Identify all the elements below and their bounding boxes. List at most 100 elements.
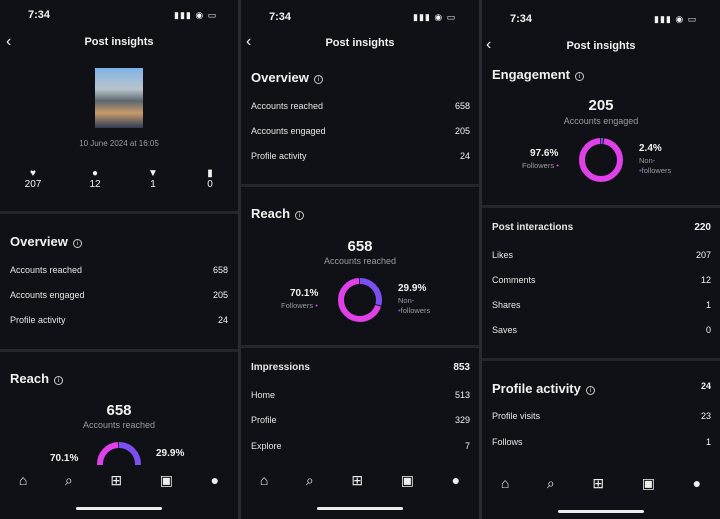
status-time: 7:34 (28, 9, 51, 21)
back-icon[interactable]: ‹ (246, 33, 252, 50)
home-indicator[interactable] (558, 510, 644, 513)
row-value: 658 (454, 101, 470, 111)
row-value: 513 (454, 390, 470, 400)
row-value: 1 (705, 437, 711, 447)
create-icon[interactable]: ⊞ (110, 471, 123, 488)
row-value: 12 (700, 275, 711, 285)
profile-activity-title: Profile activity i (492, 381, 595, 396)
saves-count: 0 (207, 179, 213, 190)
saves-stat: ▮ 0 (207, 168, 213, 190)
info-icon[interactable]: i (575, 72, 585, 81)
engagement-label: Accounts engaged (563, 116, 639, 126)
profile-icon[interactable]: ● (451, 472, 461, 488)
back-icon[interactable]: ‹ (486, 36, 492, 53)
bottom-nav: ⌂ ⌕ ⊞ ▣ ● (0, 465, 238, 495)
screen-2: 7:34 ▮▮▮ ◉ ▭ ‹ Post insights Overview i A… (241, 0, 479, 519)
divider (482, 358, 720, 361)
info-icon[interactable]: i (72, 239, 82, 248)
home-icon[interactable]: ⌂ (500, 475, 510, 491)
bottom-nav: ⌂ ⌕ ⊞ ▣ ● (241, 465, 479, 495)
reach-donut (338, 278, 382, 322)
shares-count: 1 (150, 179, 156, 190)
row-value: 207 (695, 250, 711, 260)
divider (482, 205, 720, 208)
non-followers-segment (97, 442, 141, 486)
row-value: 0 (705, 325, 711, 335)
reels-icon[interactable]: ▣ (400, 471, 415, 488)
followers-pct: 70.1% (50, 453, 79, 464)
search-icon[interactable]: ⌕ (64, 471, 73, 488)
profile-icon[interactable]: ● (692, 475, 702, 491)
overview-title: Overview i (10, 234, 82, 249)
followers-legend: Followers • (281, 301, 318, 310)
info-icon[interactable]: i (54, 376, 64, 385)
followers-segment (579, 138, 623, 182)
engagement-total: 205 (588, 97, 614, 114)
row-label: Accounts reached (10, 265, 83, 275)
followers-pct: 97.6% (530, 148, 559, 159)
reach-total: 658 (347, 238, 373, 255)
info-icon[interactable]: i (295, 211, 305, 220)
followers-legend: Followers • (522, 161, 559, 170)
divider (0, 211, 238, 214)
share-icon: ▼ (148, 168, 158, 179)
search-icon[interactable]: ⌕ (546, 474, 555, 491)
reach-total: 658 (106, 402, 132, 419)
search-icon[interactable]: ⌕ (305, 471, 314, 488)
non-followers-pct: 29.9% (156, 448, 185, 459)
interactions-total: 220 (694, 222, 711, 233)
row-label: Explore (251, 441, 282, 451)
info-icon[interactable]: i (585, 386, 595, 395)
row-value: 1 (705, 300, 711, 310)
screen-1: 7:34 ▮▮▮ ◉ ▭ ‹ Post insights 10 June 202… (0, 0, 238, 519)
row-label: Follows (492, 437, 523, 447)
row-value: 7 (464, 441, 470, 451)
row-value: 24 (459, 151, 470, 161)
reels-icon[interactable]: ▣ (159, 471, 174, 488)
status-time: 7:34 (269, 11, 292, 23)
comments-stat: ● 12 (89, 168, 100, 190)
home-indicator[interactable] (317, 507, 403, 510)
profile-activity-total: 24 (700, 381, 711, 391)
screen-3: 7:34 ▮▮▮ ◉ ▭ ‹ Post insights Engagement i… (482, 0, 720, 519)
non-followers-legend: Non- •followers (398, 296, 431, 315)
profile-icon[interactable]: ● (210, 472, 220, 488)
info-icon[interactable]: i (313, 75, 323, 84)
overview-title: Overview i (251, 70, 323, 85)
divider (0, 349, 238, 352)
row-value: 329 (454, 415, 470, 425)
engagement-donut (579, 138, 623, 182)
row-value: 205 (454, 126, 470, 136)
home-icon[interactable]: ⌂ (259, 472, 269, 488)
divider (241, 345, 479, 348)
non-followers-segment (579, 138, 623, 182)
reels-icon[interactable]: ▣ (641, 474, 656, 491)
comments-count: 12 (89, 179, 101, 190)
non-followers-pct: 29.9% (398, 283, 427, 294)
row-label: Home (251, 390, 276, 400)
post-thumbnail[interactable] (95, 68, 143, 128)
row-label: Accounts engaged (10, 290, 85, 300)
create-icon[interactable]: ⊞ (351, 471, 364, 488)
row-value: 205 (212, 290, 228, 300)
status-time: 7:34 (510, 13, 533, 25)
heart-icon: ♥ (30, 168, 36, 179)
reach-title: Reach i (251, 206, 305, 221)
home-indicator[interactable] (76, 507, 162, 510)
page-title: Post insights (84, 36, 154, 48)
bottom-nav: ⌂ ⌕ ⊞ ▣ ● (482, 468, 720, 498)
row-value: 23 (700, 411, 711, 421)
impressions-total: 853 (453, 362, 470, 373)
row-label: Accounts reached (251, 101, 324, 111)
reach-label: Accounts reached (82, 420, 156, 430)
followers-segment (338, 278, 382, 322)
back-icon[interactable]: ‹ (6, 33, 12, 50)
create-icon[interactable]: ⊞ (592, 474, 605, 491)
row-label: Shares (492, 300, 521, 310)
home-icon[interactable]: ⌂ (18, 472, 28, 488)
row-label: Accounts engaged (251, 126, 326, 136)
followers-pct: 70.1% (290, 288, 319, 299)
row-label: Profile visits (492, 411, 541, 421)
non-followers-pct: 2.4% (639, 143, 662, 154)
row-value: 658 (212, 265, 228, 275)
